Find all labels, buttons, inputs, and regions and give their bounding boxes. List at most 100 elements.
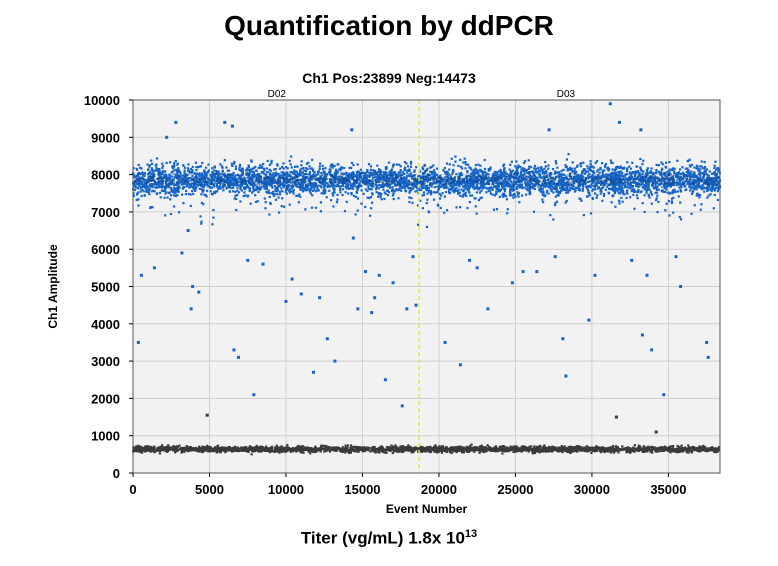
positive-droplet	[640, 170, 644, 173]
negative-droplet	[397, 450, 400, 453]
positive-droplet	[607, 187, 611, 190]
positive-droplet	[379, 196, 382, 199]
positive-droplet	[366, 196, 369, 199]
negative-droplet	[611, 449, 614, 452]
positive-droplet	[312, 185, 315, 188]
positive-droplet	[590, 183, 593, 186]
positive-droplet	[597, 181, 601, 185]
positive-droplet	[235, 208, 238, 212]
negative-droplet	[530, 445, 533, 448]
positive-droplet	[615, 171, 618, 174]
positive-droplet	[425, 174, 429, 177]
negative-droplet	[261, 449, 264, 452]
positive-droplet	[388, 184, 391, 187]
positive-droplet	[432, 178, 435, 182]
negative-droplet	[206, 445, 209, 449]
positive-droplet	[260, 171, 263, 174]
positive-droplet	[252, 188, 255, 192]
negative-droplet	[239, 448, 242, 451]
positive-droplet	[626, 168, 629, 171]
positive-droplet	[409, 165, 413, 168]
positive-droplet	[353, 194, 356, 198]
positive-droplet	[195, 179, 198, 183]
positive-droplet	[715, 174, 718, 177]
negative-droplet	[407, 444, 410, 447]
positive-droplet	[663, 185, 666, 188]
positive-droplet	[633, 174, 637, 178]
positive-droplet	[687, 171, 690, 174]
positive-droplet	[297, 178, 300, 182]
positive-droplet	[623, 180, 626, 184]
negative-droplet	[598, 446, 601, 449]
positive-droplet	[162, 176, 165, 180]
positive-droplet	[185, 177, 188, 180]
positive-droplet	[440, 185, 443, 189]
negative-droplet	[613, 448, 616, 451]
negative-droplet	[631, 447, 634, 451]
positive-droplet	[362, 192, 365, 195]
positive-droplet	[313, 171, 316, 174]
negative-droplet	[443, 447, 446, 450]
positive-droplet	[230, 182, 234, 185]
negative-droplet	[395, 447, 398, 450]
positive-droplet	[451, 185, 455, 189]
positive-droplet	[661, 176, 664, 179]
positive-droplet	[492, 183, 495, 186]
positive-droplet	[369, 165, 373, 168]
negative-droplet	[438, 449, 441, 452]
positive-droplet	[715, 186, 718, 190]
negative-droplet	[591, 447, 594, 450]
negative-droplet	[221, 446, 224, 449]
positive-droplet	[521, 169, 525, 172]
positive-droplet	[616, 189, 619, 192]
negative-droplet	[252, 447, 255, 450]
positive-droplet	[148, 188, 151, 192]
positive-droplet	[573, 182, 576, 185]
negative-droplet	[420, 450, 424, 453]
negative-droplet	[139, 451, 142, 454]
positive-droplet	[687, 159, 690, 163]
positive-droplet	[438, 187, 441, 190]
positive-droplet	[176, 194, 179, 197]
negative-droplet	[398, 448, 401, 451]
negative-droplet	[689, 446, 693, 449]
positive-droplet	[621, 184, 624, 187]
negative-droplet	[590, 446, 593, 449]
negative-droplet	[578, 445, 581, 448]
negative-droplet	[303, 446, 307, 449]
positive-droplet	[339, 188, 342, 191]
negative-droplet	[257, 448, 260, 451]
positive-droplet	[145, 188, 149, 192]
negative-droplet	[445, 447, 448, 450]
negative-droplet	[626, 447, 629, 451]
positive-droplet	[475, 185, 479, 188]
negative-droplet	[454, 450, 458, 453]
negative-droplet	[159, 447, 162, 451]
negative-droplet	[133, 447, 136, 451]
positive-droplet	[430, 185, 433, 188]
positive-droplet	[629, 182, 632, 185]
positive-droplet	[581, 171, 584, 175]
positive-droplet	[149, 179, 153, 182]
positive-droplet	[574, 189, 577, 192]
positive-droplet	[139, 186, 142, 189]
negative-droplet	[463, 447, 467, 450]
negative-droplet	[484, 448, 487, 451]
positive-droplet	[613, 185, 617, 188]
positive-droplet	[467, 187, 471, 190]
negative-droplet	[160, 445, 164, 448]
negative-droplet	[274, 446, 277, 449]
positive-droplet	[282, 174, 285, 177]
positive-droplet	[457, 182, 461, 186]
negative-droplet	[480, 449, 484, 452]
positive-droplet	[602, 186, 605, 189]
positive-droplet	[438, 181, 441, 185]
positive-droplet	[379, 170, 382, 174]
negative-droplet	[512, 450, 515, 454]
negative-droplet	[331, 447, 335, 450]
positive-droplet	[533, 174, 537, 178]
negative-droplet	[338, 447, 341, 450]
negative-droplet	[346, 450, 349, 453]
negative-droplet	[145, 449, 148, 453]
negative-droplet	[693, 448, 696, 452]
